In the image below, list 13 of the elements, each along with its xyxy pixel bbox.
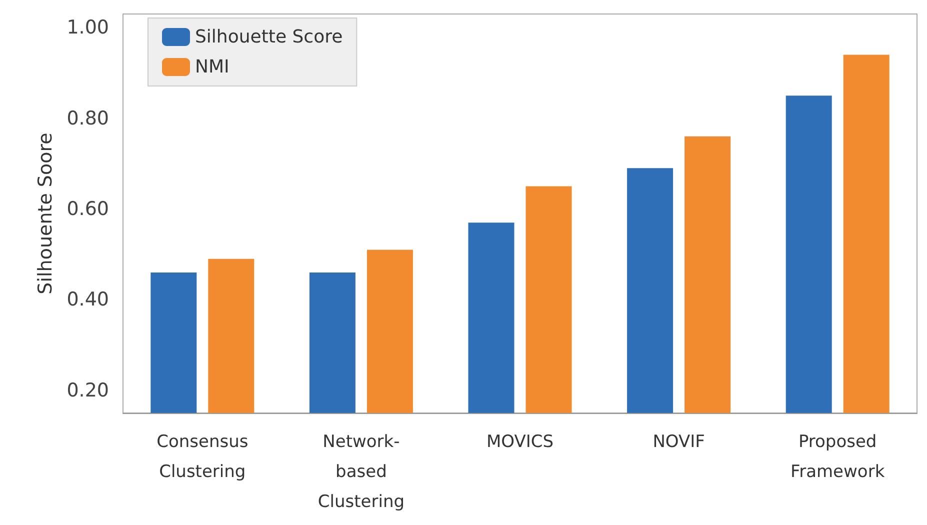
y-tick-label: 1.00 (66, 16, 109, 39)
x-tick-label: Network-based Clustering (318, 432, 405, 512)
y-tick-label: 0.20 (66, 379, 109, 402)
x-tick-label: Consensus Clustering (156, 432, 248, 482)
y-tick-label: 0.60 (66, 198, 109, 220)
legend-label: NMI (195, 56, 230, 78)
x-tick-label: Proposed Framework (790, 432, 885, 482)
y-tick-label: 0.80 (66, 107, 109, 130)
y-axis-title: Silhouente Soore (34, 132, 56, 294)
legend-label: Silhouette Score (195, 26, 343, 48)
x-tick-label: MOVICS (486, 432, 554, 452)
x-tick-label: NOVIF (652, 432, 705, 452)
y-tick-label: 0.40 (66, 288, 109, 311)
